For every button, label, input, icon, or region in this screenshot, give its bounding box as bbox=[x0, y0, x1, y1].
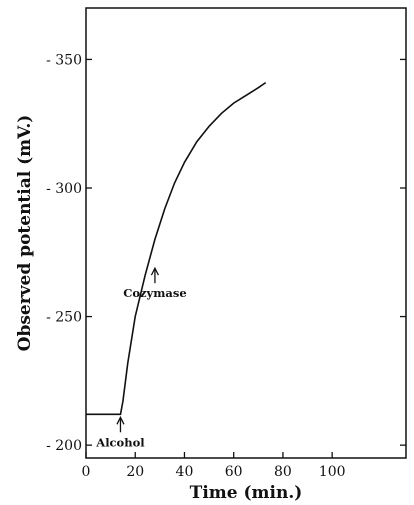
y-tick-label: - 300 bbox=[46, 181, 82, 197]
series-line bbox=[86, 81, 267, 416]
y-tick-label: - 350 bbox=[46, 52, 82, 68]
x-axis-label: Time (min.) bbox=[190, 483, 303, 503]
y-axis-label: Observed potential (mV.) bbox=[15, 115, 35, 352]
annotation-label: Cozymase bbox=[123, 286, 186, 300]
arrow-head-icon bbox=[116, 415, 125, 425]
arrow-head-icon bbox=[150, 266, 160, 276]
y-tick-label: - 200 bbox=[46, 438, 82, 454]
x-tick-label: 20 bbox=[126, 464, 144, 480]
x-tick-label: 80 bbox=[274, 464, 292, 480]
plot-frame bbox=[85, 7, 407, 459]
annotation: Alcohol bbox=[95, 415, 145, 449]
x-tick-label: 0 bbox=[82, 464, 91, 480]
annotation: Cozymase bbox=[123, 266, 187, 300]
x-tick-label: 40 bbox=[176, 464, 194, 480]
x-tick-label: 100 bbox=[319, 464, 346, 480]
annotation-label: Alcohol bbox=[95, 435, 145, 449]
y-tick-label: - 250 bbox=[46, 310, 82, 326]
x-tick-label: 60 bbox=[225, 464, 243, 480]
